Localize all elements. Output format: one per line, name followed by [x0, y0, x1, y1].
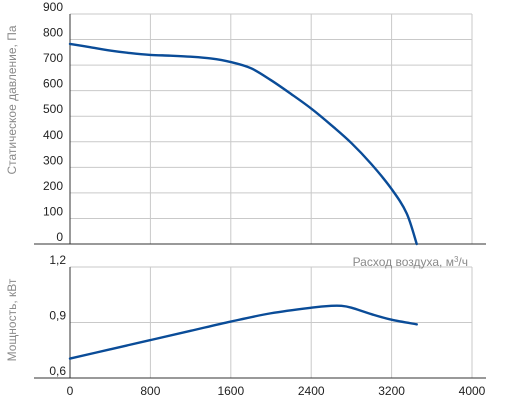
power-tick-label: 0,9 — [49, 309, 66, 323]
pressure-tick-label: 600 — [43, 77, 63, 91]
pressure-tick-label: 200 — [43, 179, 63, 193]
airflow-tick-label: 4000 — [459, 384, 486, 398]
pressure-tick-label: 100 — [43, 204, 63, 218]
airflow-tick-label: 800 — [140, 384, 160, 398]
power-tick-label: 1,2 — [49, 253, 66, 267]
pressure-tick-label: 0 — [56, 230, 63, 244]
airflow-tick-label: 0 — [67, 384, 74, 398]
power-axis-label: Мощность, кВт — [5, 278, 19, 361]
airflow-axis-label-text: Расход воздуха, м — [353, 255, 454, 269]
pressure-tick-label: 700 — [43, 51, 63, 65]
power-curve — [68, 304, 418, 360]
power-chart-grid — [70, 266, 473, 378]
pressure-tick-label: 300 — [43, 153, 63, 167]
pressure-chart-grid — [70, 13, 473, 244]
airflow-tick-label: 2400 — [298, 384, 325, 398]
pressure-tick-label: 900 — [43, 0, 63, 14]
pressure-tick-label: 500 — [43, 102, 63, 116]
airflow-tick-label: 1600 — [217, 384, 244, 398]
pressure-curve — [68, 42, 418, 246]
airflow-axis-label: Расход воздуха, м3/ч — [353, 255, 468, 270]
pressure-axis-label: Статическое давление, Па — [5, 25, 19, 174]
tick-labels: 0 100 200 300 400 500 600 700 800 900 0,6 0,9 1,2 0 80… — [43, 0, 486, 398]
chart-axes — [34, 14, 486, 379]
airflow-tick-label: 3200 — [378, 384, 405, 398]
pressure-tick-label: 800 — [43, 26, 63, 40]
airflow-axis-label-unit: /ч — [458, 255, 468, 269]
power-tick-label: 0,6 — [49, 364, 66, 378]
pressure-tick-label: 400 — [43, 128, 63, 142]
airflow-axis-label-exponent: 3 — [454, 255, 459, 264]
